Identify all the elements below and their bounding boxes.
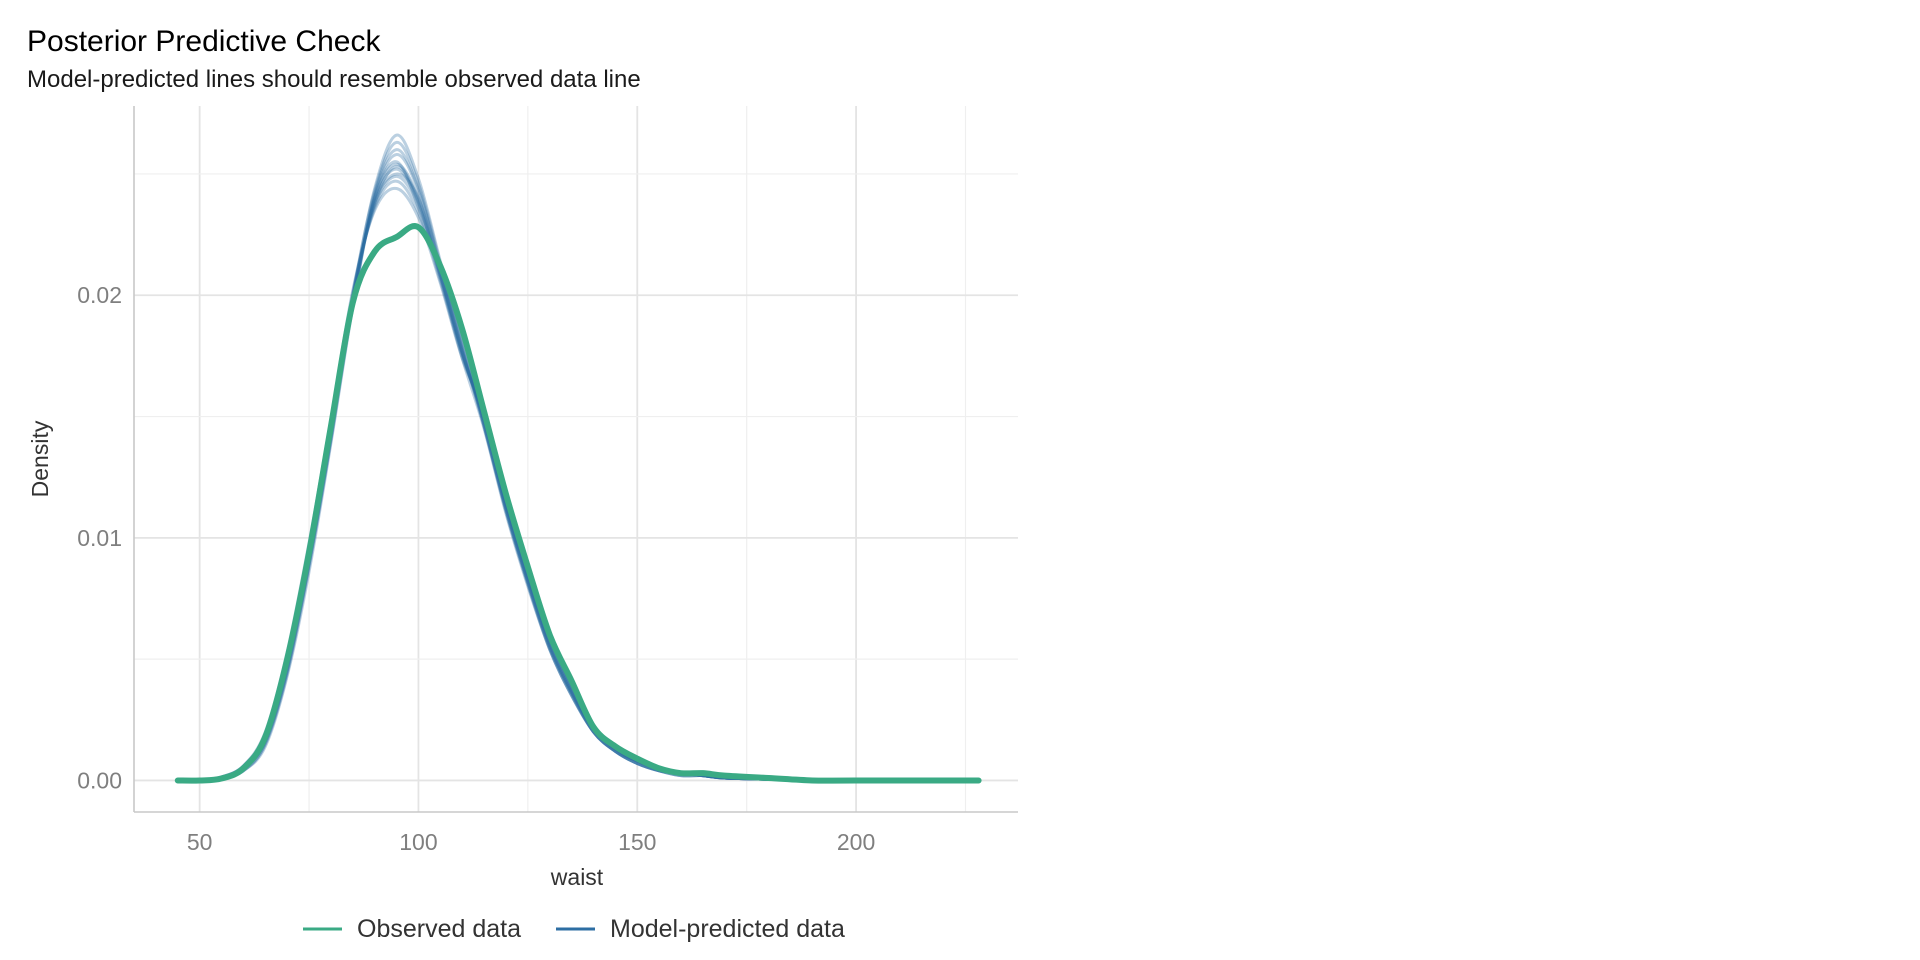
observed-data-line: [174, 223, 982, 784]
model-predicted-line: [177, 148, 979, 783]
y-tick-label: 0.00: [77, 767, 122, 793]
x-tick-label: 150: [618, 829, 656, 855]
x-axis-title: waist: [550, 864, 604, 890]
model-predicted-lines: [177, 133, 979, 783]
tick-labels: 50 100 150 200 0.00 0.01 0.02: [77, 282, 875, 855]
observed-line-group: [174, 223, 982, 784]
chart-title: Posterior Predictive Check: [27, 25, 381, 58]
y-tick-label: 0.02: [77, 282, 122, 308]
model-predicted-line: [177, 160, 979, 783]
legend-label-observed: Observed data: [357, 915, 521, 943]
model-predicted-line: [177, 133, 979, 783]
y-tick-label: 0.01: [77, 525, 122, 551]
legend: Observed data Model-predicted data: [303, 915, 845, 943]
legend-label-predicted: Model-predicted data: [610, 915, 845, 943]
grid: [134, 106, 1018, 812]
y-axis-title: Density: [27, 420, 53, 497]
model-predicted-line: [177, 140, 979, 783]
model-predicted-line: [177, 153, 979, 783]
x-tick-label: 200: [837, 829, 875, 855]
axes: [133, 106, 1018, 813]
x-tick-label: 100: [399, 829, 437, 855]
model-predicted-line: [177, 162, 979, 783]
x-tick-label: 50: [187, 829, 213, 855]
chart-subtitle: Model-predicted lines should resemble ob…: [27, 66, 641, 93]
